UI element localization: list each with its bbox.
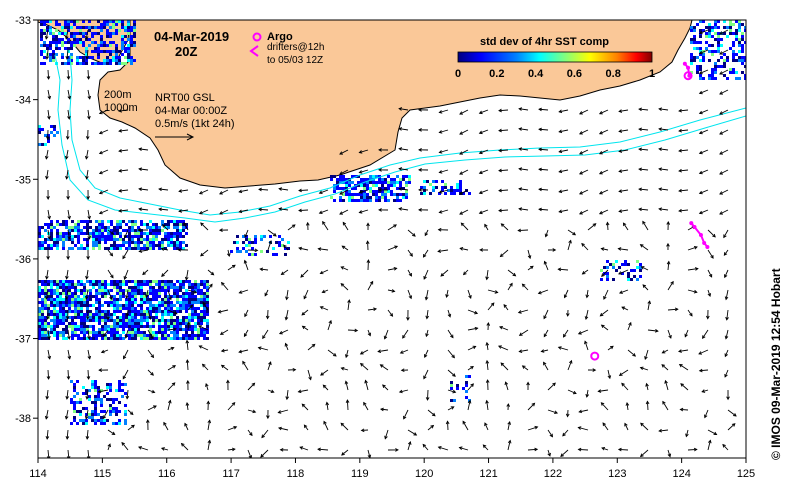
colorbar-tick-label: 0.8 — [606, 68, 621, 80]
x-tick-label: 119 — [351, 468, 369, 480]
product-name: NRT00 GSL — [155, 92, 215, 104]
x-tick-label: 118 — [287, 468, 305, 480]
drifter-point — [683, 62, 687, 66]
drifter-legend-line1: drifters@12h — [267, 42, 324, 53]
x-tick-label: 121 — [479, 468, 497, 480]
isobath-200-label: 200m — [104, 89, 132, 101]
scale-label: 0.5m/s (1kt 24h) — [155, 118, 234, 130]
x-tick-label: 120 — [415, 468, 433, 480]
y-tick-label: -33 — [15, 15, 31, 27]
title-date: 04-Mar-2019 — [154, 29, 229, 44]
drifter-point — [686, 66, 690, 70]
y-tick-label: -34 — [15, 95, 31, 107]
title-time: 20Z — [175, 44, 197, 59]
drifter-point — [705, 245, 709, 249]
x-tick-label: 116 — [158, 468, 176, 480]
drifter-point — [702, 241, 706, 245]
colorbar-title: std dev of 4hr SST comp — [480, 36, 609, 48]
y-axis: -33 -34 -35 -36 -37 -38 — [15, 15, 38, 425]
x-tick-label: 124 — [672, 468, 690, 480]
credit-line: © IMOS 09-Mar-2019 12:54 Hobart — [769, 268, 783, 460]
x-tick-label: 123 — [608, 468, 626, 480]
x-tick-label: 122 — [544, 468, 562, 480]
drifter-point — [699, 233, 703, 237]
colorbar-tick-label: 0.2 — [489, 68, 504, 80]
x-tick-label: 125 — [737, 468, 755, 480]
drifter-point — [689, 221, 693, 225]
x-tick-label: 115 — [94, 468, 112, 480]
colorbar — [458, 52, 652, 62]
colorbar-tick-label: 1 — [649, 68, 655, 80]
x-axis: 114 115 116 117 118 119 120 121 122 123 124 125 — [29, 458, 755, 480]
x-tick-label: 117 — [222, 468, 240, 480]
drifter-point — [693, 225, 697, 229]
y-tick-label: -36 — [15, 254, 31, 266]
y-tick-label: -37 — [15, 334, 31, 346]
y-tick-label: -35 — [15, 174, 31, 186]
colorbar-tick-label: 0.6 — [567, 68, 582, 80]
isobath-1000-label: 1000m — [104, 102, 138, 114]
y-tick-label: -38 — [15, 413, 31, 425]
colorbar-tick-label: 0 — [455, 68, 461, 80]
x-tick-label: 114 — [29, 468, 47, 480]
product-time: 04-Mar 00:00Z — [155, 105, 227, 117]
drifter-legend-line2: to 05/03 12Z — [267, 55, 323, 66]
colorbar-tick-label: 0.4 — [528, 68, 544, 80]
